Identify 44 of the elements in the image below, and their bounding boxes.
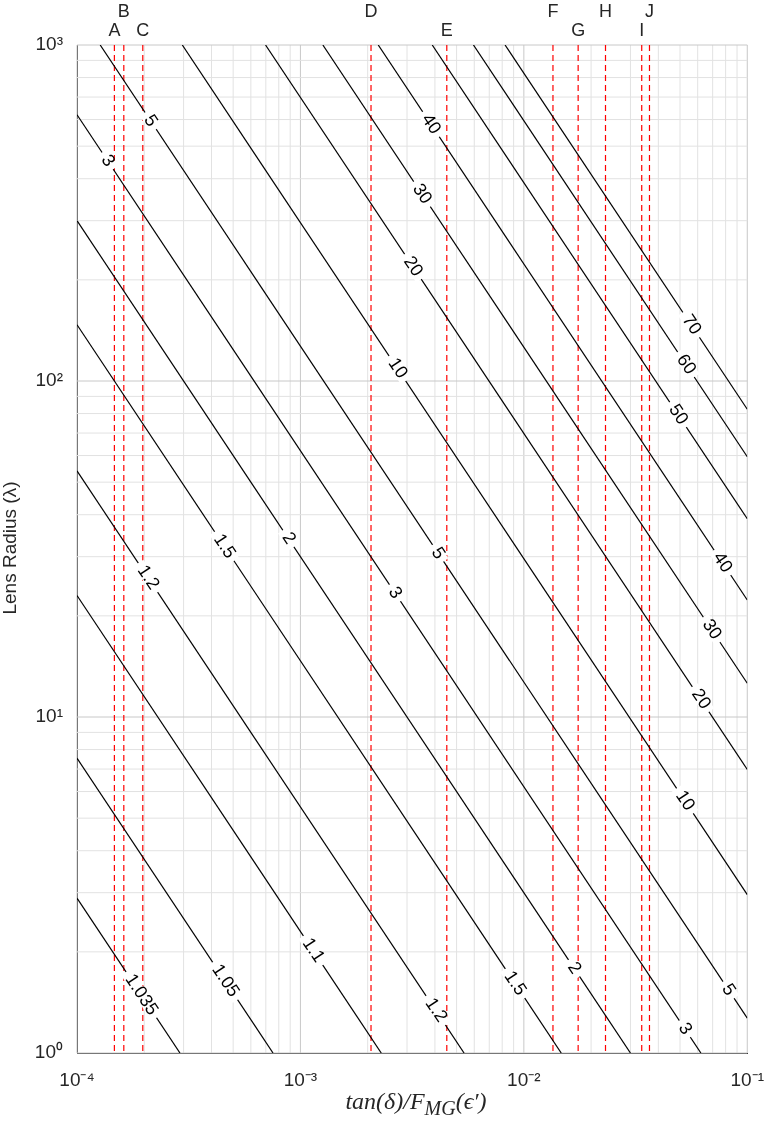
x-tick-label: 10⁻⁴ — [59, 1068, 95, 1090]
x-tick-label: 10⁻² — [507, 1068, 541, 1090]
annotation: 30 — [698, 615, 727, 643]
annotation: 2 — [278, 528, 301, 548]
x-tick-label: 10⁻³ — [283, 1068, 318, 1090]
annotation: 50 — [665, 400, 693, 428]
ref-line-label: B — [117, 0, 130, 21]
y-axis-title: Lens Radius (λ) — [0, 480, 21, 617]
annotation: 10 — [384, 353, 413, 382]
annotation: 1.2 — [133, 561, 165, 593]
annotation: 40 — [709, 548, 738, 576]
x-tick-label: 10⁻¹ — [730, 1068, 764, 1090]
annotation: 3 — [384, 582, 407, 603]
ref-line-label: F — [547, 0, 559, 21]
annotation: 1.5 — [500, 966, 532, 999]
annotation: 2 — [563, 957, 587, 978]
annotation: 1.1 — [298, 933, 330, 966]
annotation: 20 — [687, 684, 716, 713]
ref-line-label: C — [136, 19, 150, 40]
annotation: 10 — [671, 786, 700, 815]
ref-line-label: D — [364, 0, 378, 21]
annotation: 5 — [140, 110, 163, 131]
annotation: 3 — [97, 150, 120, 171]
annotation: 3 — [674, 1018, 697, 1038]
y-tick-label: 10¹ — [35, 705, 63, 727]
y-tick-label: 10³ — [35, 33, 63, 55]
annotation: 60 — [673, 350, 701, 378]
ref-line-label: A — [108, 19, 121, 40]
x-axis-title: tan(δ)/F$_{MG}$(ϵ′) — [344, 1088, 488, 1120]
annotation: 20 — [399, 252, 428, 280]
ref-line-label: H — [599, 0, 612, 21]
annotation: 5 — [427, 543, 450, 563]
annotation: 1.2 — [421, 993, 453, 1026]
annotation: 40 — [417, 109, 446, 138]
y-tick-label: 10⁰ — [34, 1041, 63, 1063]
ref-line-label: E — [440, 19, 453, 40]
y-tick-label: 10² — [35, 369, 63, 391]
annotation: 30 — [408, 179, 437, 208]
annotation: 1.5 — [209, 529, 241, 562]
ref-line-label: G — [571, 19, 586, 40]
annotation: 70 — [678, 310, 707, 339]
ref-line-label: I — [639, 19, 645, 40]
annotation: 5 — [718, 979, 741, 1000]
ref-line-label: J — [644, 0, 654, 21]
